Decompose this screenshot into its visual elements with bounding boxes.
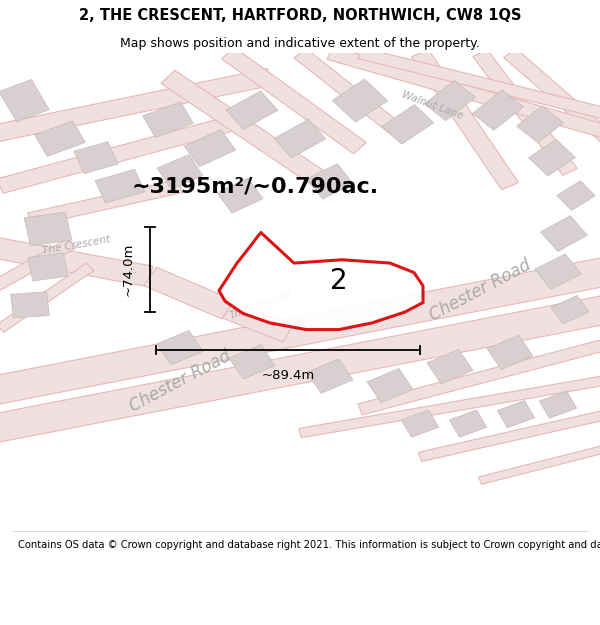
Polygon shape [0, 233, 153, 286]
Polygon shape [0, 253, 600, 409]
Polygon shape [0, 291, 600, 447]
Polygon shape [307, 359, 353, 393]
Text: Contains OS data © Crown copyright and database right 2021. This information is : Contains OS data © Crown copyright and d… [18, 540, 600, 550]
Polygon shape [557, 181, 595, 211]
Polygon shape [449, 410, 487, 437]
Polygon shape [0, 239, 76, 305]
Polygon shape [425, 81, 475, 121]
Polygon shape [401, 410, 439, 437]
Text: The Crescent: The Crescent [42, 234, 112, 256]
Polygon shape [223, 301, 293, 342]
Polygon shape [367, 369, 413, 402]
Polygon shape [418, 405, 600, 461]
Polygon shape [358, 332, 600, 415]
Polygon shape [539, 391, 577, 418]
Polygon shape [144, 267, 234, 319]
Text: ~89.4m: ~89.4m [262, 369, 314, 382]
Polygon shape [479, 439, 600, 484]
Polygon shape [307, 164, 353, 199]
Polygon shape [161, 71, 337, 192]
Polygon shape [95, 169, 145, 203]
Text: 2: 2 [330, 268, 348, 295]
Polygon shape [473, 50, 577, 175]
Polygon shape [551, 296, 589, 324]
Polygon shape [358, 48, 600, 125]
Polygon shape [487, 335, 533, 369]
Polygon shape [327, 47, 600, 145]
Text: The_Crescent: The_Crescent [228, 288, 294, 321]
Polygon shape [0, 69, 273, 147]
Polygon shape [226, 91, 278, 129]
Polygon shape [427, 349, 473, 384]
Polygon shape [35, 121, 85, 156]
Polygon shape [274, 119, 326, 158]
Polygon shape [157, 155, 203, 189]
Polygon shape [24, 212, 72, 246]
Polygon shape [0, 79, 49, 122]
Polygon shape [473, 90, 523, 130]
Text: 2, THE CRESCENT, HARTFORD, NORTHWICH, CW8 1QS: 2, THE CRESCENT, HARTFORD, NORTHWICH, CW… [79, 8, 521, 23]
Polygon shape [229, 345, 275, 379]
Text: Walnut Lane: Walnut Lane [400, 89, 464, 121]
Polygon shape [217, 178, 263, 213]
Polygon shape [74, 142, 118, 174]
Polygon shape [184, 129, 236, 167]
Text: Chester Road: Chester Road [126, 347, 234, 415]
Polygon shape [11, 292, 49, 318]
Polygon shape [157, 331, 203, 365]
Polygon shape [541, 216, 587, 251]
Text: Chester Road: Chester Road [426, 256, 534, 325]
Polygon shape [221, 48, 367, 154]
Polygon shape [143, 102, 193, 138]
Polygon shape [0, 117, 231, 193]
Polygon shape [382, 104, 434, 144]
Polygon shape [28, 253, 68, 281]
Polygon shape [497, 401, 535, 428]
Text: ~3195m²/~0.790ac.: ~3195m²/~0.790ac. [132, 176, 379, 196]
Polygon shape [0, 263, 94, 332]
Text: Map shows position and indicative extent of the property.: Map shows position and indicative extent… [120, 37, 480, 50]
Text: ~74.0m: ~74.0m [122, 242, 135, 296]
Polygon shape [28, 180, 182, 226]
Polygon shape [219, 232, 423, 329]
Polygon shape [535, 254, 581, 289]
Polygon shape [529, 139, 575, 176]
Polygon shape [517, 106, 563, 143]
Polygon shape [332, 79, 388, 122]
Polygon shape [294, 48, 414, 143]
Polygon shape [504, 49, 600, 162]
Polygon shape [299, 371, 600, 438]
Polygon shape [412, 49, 518, 190]
